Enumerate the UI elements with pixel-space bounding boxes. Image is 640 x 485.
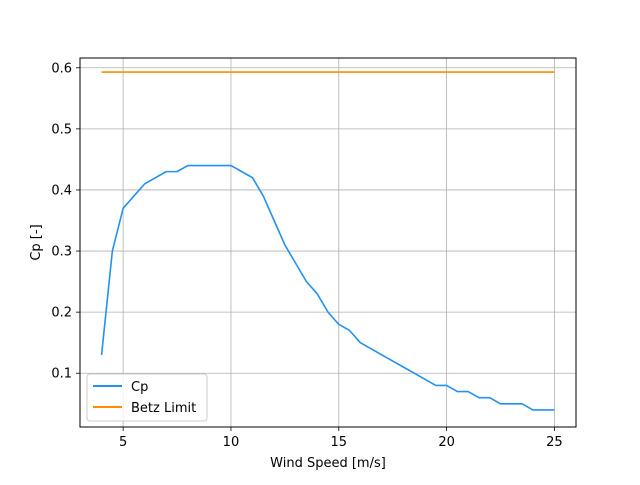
y-tick-label: 0.1 [51, 367, 72, 382]
grid [80, 58, 576, 427]
plot-frame [79, 57, 577, 428]
x-tick-label: 10 [223, 435, 240, 450]
x-tick-label: 20 [438, 435, 455, 450]
legend-label-cp: Cp [131, 380, 148, 395]
y-tick-label: 0.3 [51, 245, 72, 260]
y-axis-label: Cp [-] [29, 224, 44, 260]
y-tick-label: 0.5 [51, 122, 72, 137]
series-line-cp [100, 164, 555, 411]
y-tick-label: 0.4 [51, 183, 72, 198]
y-tick-label: 0.2 [51, 306, 72, 321]
series-lines [100, 71, 555, 411]
x-tick-label: 25 [546, 435, 563, 450]
y-tick-label: 0.6 [51, 61, 72, 76]
x-tick-label: 5 [119, 435, 127, 450]
x-axis-label: Wind Speed [m/s] [270, 456, 386, 471]
x-tick-label: 15 [331, 435, 348, 450]
legend: Cp Betz Limit [86, 373, 208, 422]
ticks: 5 10 15 20 25 0.1 0.2 0.3 0.4 0.5 0.6 [51, 61, 562, 450]
legend-label-betz-limit: Betz Limit [131, 401, 196, 416]
